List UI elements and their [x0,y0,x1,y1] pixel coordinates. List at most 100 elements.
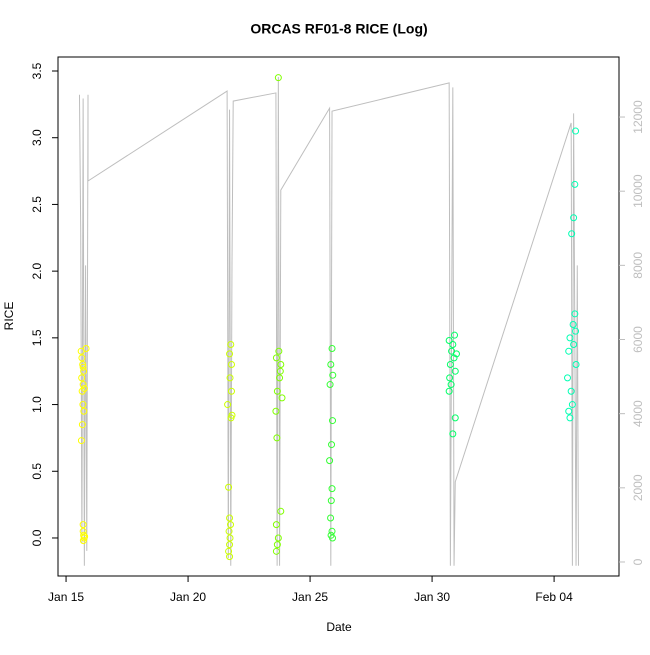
point [445,337,453,345]
point [569,321,577,329]
point [224,401,232,409]
point [79,381,87,389]
point [227,414,235,422]
y2-tick-label: 4000 [631,400,645,427]
point [568,401,576,409]
point [272,407,280,415]
point [326,457,334,465]
point [327,361,335,369]
point [272,354,280,362]
y-tick-label: 1.5 [30,329,44,346]
point [328,345,336,353]
point [451,331,459,339]
point [273,541,281,549]
point [79,537,87,545]
point [225,527,233,535]
point [449,341,457,349]
y-tick-label: 0.0 [30,529,44,546]
point [567,387,575,395]
point [225,483,233,491]
point [452,350,460,358]
y-tick-label: 1.0 [30,396,44,413]
point [564,374,572,382]
point [80,531,88,539]
point [328,527,336,535]
point [449,430,457,438]
point [572,327,580,335]
point [81,533,89,541]
point [79,363,87,371]
point [571,180,579,188]
point [274,74,282,82]
y-tick-label: 2.5 [30,196,44,213]
point [226,541,234,549]
point [78,387,86,395]
point [570,341,578,349]
point [565,347,573,355]
point [277,507,285,515]
y2-tick-label: 2000 [631,474,645,501]
point [329,534,337,542]
y2-tick-label: 0 [631,558,645,565]
point [277,361,285,369]
point [328,441,336,449]
point [226,350,234,358]
point [565,407,573,415]
point [329,417,337,425]
point [274,534,282,542]
point [275,347,283,355]
point [226,374,234,382]
x-tick-label: Jan 20 [170,590,206,604]
point [276,374,284,382]
point [276,367,284,375]
y2-tick-label: 6000 [631,326,645,353]
point [327,514,335,522]
point [79,401,87,409]
point [327,497,335,505]
chart-title: ORCAS RF01-8 RICE (Log) [250,21,427,37]
point [451,414,459,422]
point [272,521,280,529]
point [572,361,580,369]
point [572,127,580,135]
point [329,371,337,379]
y2-tick-label: 12000 [631,100,645,134]
y-tick-label: 3.5 [30,62,44,79]
point [226,534,234,542]
y-tick-label: 3.0 [30,129,44,146]
point [566,414,574,422]
point [82,345,90,353]
x-tick-label: Jan 25 [292,590,328,604]
point [272,547,280,555]
point [273,434,281,442]
point [570,214,578,222]
point [446,361,454,369]
y-tick-label: 0.5 [30,463,44,480]
point [568,230,576,238]
y2-tick-label: 10000 [631,174,645,208]
point [451,367,459,375]
point [326,381,334,389]
y-axis-label: RICE [2,302,16,331]
point [80,367,88,375]
point [80,407,88,415]
y2-tick-label: 8000 [631,252,645,279]
point [78,354,86,362]
point [227,341,235,349]
point [446,374,454,382]
point [566,334,574,342]
point [225,547,233,555]
x-tick-label: Jan 30 [414,590,450,604]
x-tick-label: Feb 04 [535,590,573,604]
point [77,437,85,445]
point [571,310,579,318]
point [226,553,234,561]
point [445,387,453,395]
point [227,387,235,395]
point [447,381,455,389]
point [79,521,87,529]
x-axis-label: Date [326,620,352,634]
point [227,361,235,369]
point [79,361,87,369]
